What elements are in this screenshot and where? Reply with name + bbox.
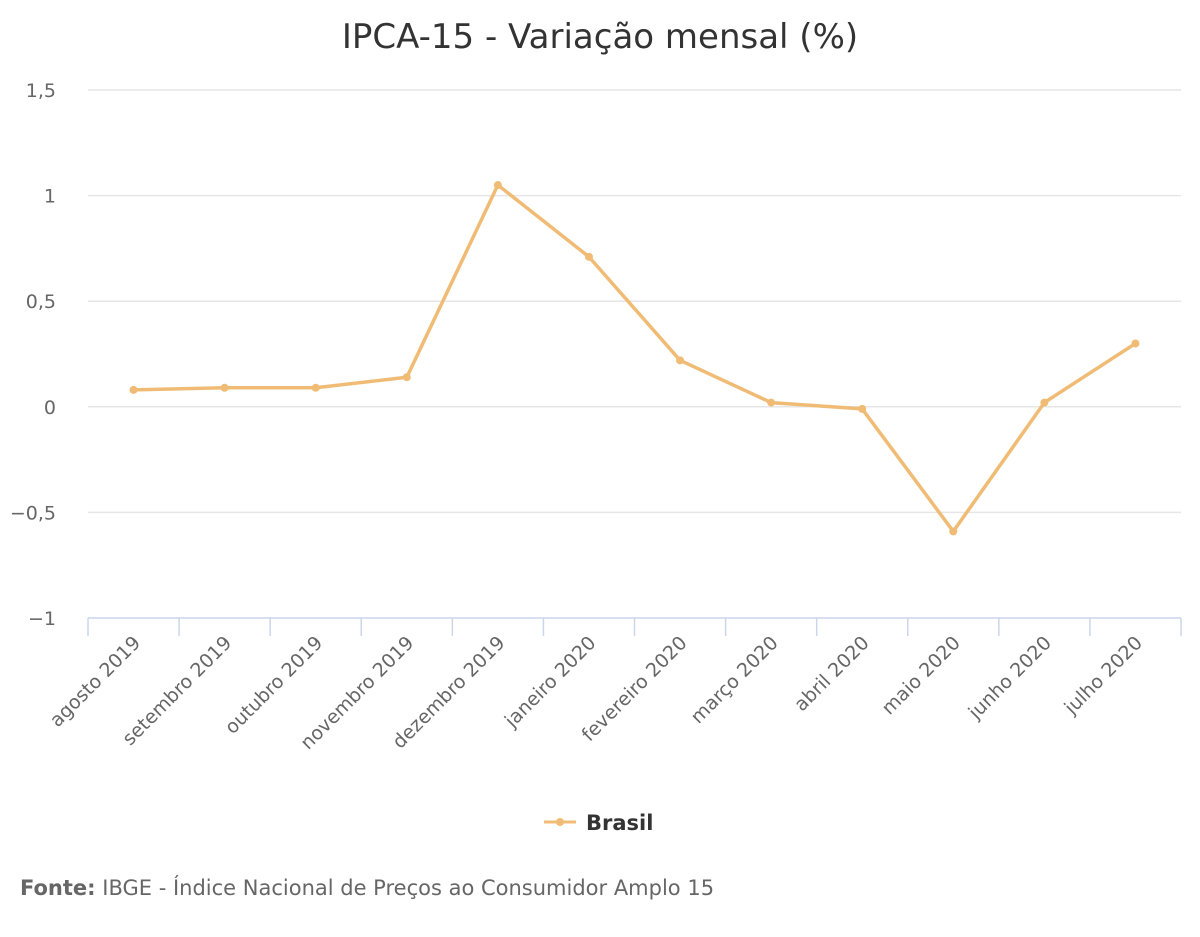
data-point[interactable] [311,383,320,392]
x-tick-label: julho 2020 [1060,632,1147,719]
source-text: IBGE - Índice Nacional de Preços ao Cons… [102,876,715,900]
y-tick-label: 1 [44,186,56,208]
x-tick-label: março 2020 [686,632,782,728]
chart-source: Fonte: IBGE - Índice Nacional de Preços … [20,876,714,900]
y-axis-ticks: 1,5 1 0,5 0 −0,5 −1 [10,80,56,630]
data-point[interactable] [220,383,229,392]
series-brasil[interactable] [129,181,1140,536]
source-label: Fonte: [20,876,96,900]
data-point[interactable] [949,527,958,536]
y-tick-label: 0,5 [26,291,56,313]
x-tick-label: maio 2020 [878,632,965,719]
legend[interactable]: Brasil [544,811,653,835]
chart-title: IPCA-15 - Variação mensal (%) [342,17,858,57]
x-tick-label: agosto 2019 [46,632,145,731]
series-line [131,183,1138,534]
x-tick-label: junho 2020 [964,632,1056,724]
data-point[interactable] [676,356,685,365]
data-point[interactable] [1040,398,1049,407]
y-tick-label: 0 [44,397,56,419]
data-point[interactable] [858,404,867,413]
x-tick-label: abril 2020 [790,632,874,716]
grid-lines [88,89,1181,514]
y-tick-label: −0,5 [10,502,56,524]
data-point[interactable] [1131,339,1140,348]
y-tick-label: 1,5 [26,80,56,102]
data-point[interactable] [129,385,138,394]
y-tick-label: −1 [28,608,56,630]
x-tick-label: janeiro 2020 [500,632,601,733]
legend-marker-brasil [556,818,564,826]
data-point[interactable] [493,181,502,190]
data-point[interactable] [767,398,776,407]
data-point[interactable] [402,373,411,382]
legend-label-brasil: Brasil [586,811,653,835]
data-point[interactable] [584,252,593,261]
